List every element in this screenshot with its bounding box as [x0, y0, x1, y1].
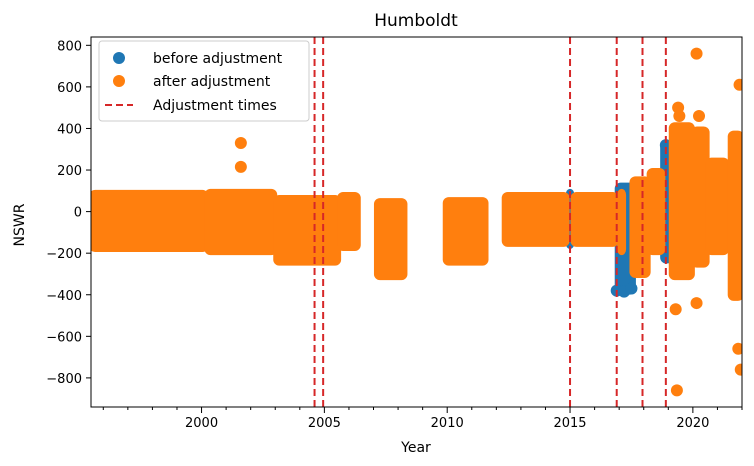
point-cluster-after-adjustment — [705, 157, 730, 256]
y-tick-label: 0 — [74, 206, 82, 221]
y-axis-label: NSWR — [12, 203, 28, 246]
point-cluster-after-adjustment — [204, 188, 278, 256]
y-tick-label: 400 — [57, 122, 82, 137]
data-point-after-adjustment — [669, 303, 682, 316]
y-tick-label: −600 — [46, 330, 82, 345]
data-point-after-adjustment — [732, 342, 742, 355]
y-tick-label: 600 — [57, 81, 82, 96]
point-cluster-after-adjustment — [91, 189, 209, 253]
point-cluster-after-adjustment — [629, 176, 651, 279]
chart-title: Humboldt — [374, 11, 458, 31]
legend-box — [98, 40, 310, 122]
data-point-after-adjustment — [234, 160, 247, 173]
data-point-after-adjustment — [693, 109, 706, 122]
legend-marker-before — [113, 52, 125, 64]
legend-entry-label: before adjustment — [153, 51, 283, 67]
x-tick-label: 2000 — [185, 416, 218, 431]
data-point-after-adjustment — [670, 384, 683, 397]
legend-entry-label: Adjustment times — [153, 98, 277, 114]
point-cluster-after-adjustment — [690, 126, 710, 268]
plot-inner — [91, 37, 742, 407]
x-axis-label: Year — [400, 440, 431, 456]
series-after-adjustment — [91, 47, 742, 397]
y-tick-label: −800 — [46, 372, 82, 387]
legend: before adjustment after adjustment Adjustm… — [98, 40, 310, 122]
data-point-after-adjustment — [690, 297, 703, 310]
point-cluster-after-adjustment — [570, 191, 619, 247]
data-point-after-adjustment — [733, 78, 742, 91]
point-cluster-after-adjustment — [501, 191, 570, 247]
y-tick-label: 800 — [57, 39, 82, 54]
y-tick-label: 200 — [57, 164, 82, 179]
point-cluster-after-adjustment — [273, 195, 342, 266]
point-cluster-after-adjustment — [617, 188, 627, 256]
point-cluster-after-adjustment — [668, 122, 695, 281]
axes: −800 −600 −400 −200 0 200 400 600 800 2000 2005 201… — [46, 36, 743, 431]
legend-marker-after — [113, 75, 125, 87]
adjustment-lines — [313, 37, 667, 407]
y-tick-label: −400 — [46, 289, 82, 304]
point-cluster-after-adjustment — [373, 198, 408, 281]
axes-frame — [90, 36, 743, 408]
data-point-after-adjustment — [673, 109, 686, 122]
x-tick-label: 2015 — [553, 416, 586, 431]
data-point-after-adjustment — [234, 137, 247, 150]
legend-entry-label: after adjustment — [153, 74, 271, 90]
plot-area — [91, 37, 742, 407]
x-tick-label: 2005 — [308, 416, 341, 431]
y-tick-label: −200 — [46, 247, 82, 262]
point-cluster-after-adjustment — [337, 191, 361, 252]
data-point-after-adjustment — [734, 363, 742, 376]
data-point-before-adjustment — [625, 282, 638, 295]
point-cluster-after-adjustment — [646, 168, 666, 256]
point-cluster-after-adjustment — [727, 130, 742, 301]
point-cluster-after-adjustment — [442, 197, 489, 266]
data-point-after-adjustment — [690, 47, 703, 60]
x-tick-label: 2010 — [431, 416, 464, 431]
x-tick-label: 2020 — [676, 416, 709, 431]
